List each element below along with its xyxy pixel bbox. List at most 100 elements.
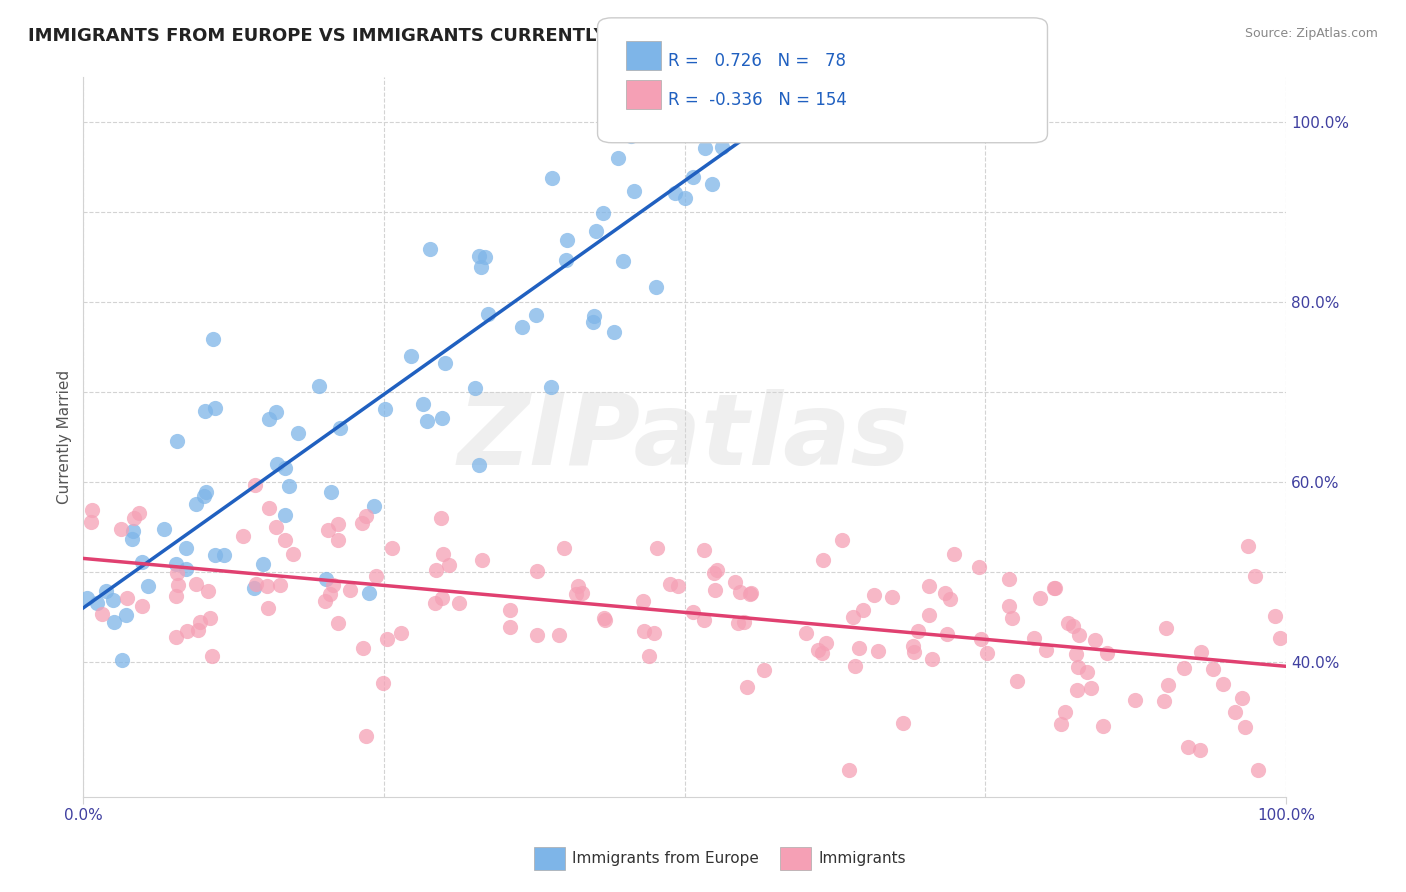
Point [204, 401, 226, 415]
Point [607, 152, 630, 166]
Point [1173, 661, 1195, 675]
Point [693, 543, 716, 558]
Point [740, 585, 762, 599]
Point [176, 541, 198, 555]
Point [1080, 681, 1102, 696]
Point [682, 606, 704, 620]
Point [1270, 631, 1292, 645]
Point [595, 614, 617, 628]
Point [423, 596, 446, 610]
Point [524, 308, 547, 322]
Point [464, 381, 486, 395]
Point [201, 332, 224, 346]
Y-axis label: Currently Married: Currently Married [58, 370, 72, 504]
Point [121, 532, 143, 546]
Point [273, 460, 295, 475]
Point [319, 587, 342, 601]
Point [366, 568, 388, 582]
Point [371, 676, 394, 690]
Point [80, 503, 103, 517]
Point [733, 615, 755, 630]
Point [1246, 763, 1268, 777]
Point [194, 485, 217, 500]
Point [592, 206, 614, 220]
Point [1095, 646, 1118, 660]
Point [314, 593, 336, 607]
Point [437, 558, 460, 572]
Point [256, 579, 278, 593]
Point [510, 319, 533, 334]
Point [880, 591, 903, 605]
Point [714, 97, 737, 112]
Point [122, 511, 145, 525]
Point [269, 578, 291, 592]
Point [188, 615, 211, 629]
Point [1236, 539, 1258, 553]
Point [700, 118, 723, 132]
Point [375, 632, 398, 647]
Point [94, 584, 117, 599]
Point [131, 555, 153, 569]
Point [976, 646, 998, 660]
Point [257, 600, 280, 615]
Point [380, 541, 402, 556]
Point [863, 589, 886, 603]
Point [526, 628, 548, 642]
Point [1005, 674, 1028, 689]
Text: Source: ZipAtlas.com: Source: ZipAtlas.com [1244, 27, 1378, 40]
Point [468, 250, 491, 264]
Point [266, 457, 288, 471]
Point [901, 639, 924, 653]
Point [449, 595, 471, 609]
Point [1053, 705, 1076, 719]
Point [1153, 694, 1175, 708]
Point [274, 508, 297, 523]
Point [848, 640, 870, 655]
Point [350, 516, 373, 530]
Point [815, 636, 838, 650]
Point [204, 548, 226, 562]
Point [432, 547, 454, 561]
Point [468, 458, 491, 472]
Point [725, 97, 748, 112]
Point [471, 553, 494, 567]
Point [264, 520, 287, 534]
Point [274, 533, 297, 547]
Point [352, 641, 374, 656]
Point [153, 522, 176, 536]
Point [666, 579, 689, 593]
Point [257, 412, 280, 426]
Point [645, 541, 668, 556]
Point [308, 379, 330, 393]
Point [1066, 682, 1088, 697]
Point [136, 578, 159, 592]
Point [967, 560, 990, 574]
Point [620, 129, 643, 144]
Point [582, 315, 605, 329]
Point [1189, 743, 1212, 757]
Point [1084, 632, 1107, 647]
Point [571, 586, 593, 600]
Point [243, 477, 266, 491]
Point [1022, 631, 1045, 645]
Text: Immigrants: Immigrants [818, 851, 905, 865]
Point [565, 587, 588, 601]
Point [752, 663, 775, 677]
Point [1001, 611, 1024, 625]
Point [212, 548, 235, 562]
Point [474, 250, 496, 264]
Point [76, 591, 98, 606]
Point [432, 411, 454, 425]
Point [1212, 677, 1234, 691]
Point [357, 586, 380, 600]
Point [554, 253, 576, 268]
Point [328, 516, 350, 531]
Point [339, 583, 361, 598]
Point [1243, 569, 1265, 583]
Point [1069, 627, 1091, 641]
Point [540, 170, 562, 185]
Point [326, 533, 349, 548]
Point [943, 547, 966, 561]
Point [287, 426, 309, 441]
Point [110, 522, 132, 536]
